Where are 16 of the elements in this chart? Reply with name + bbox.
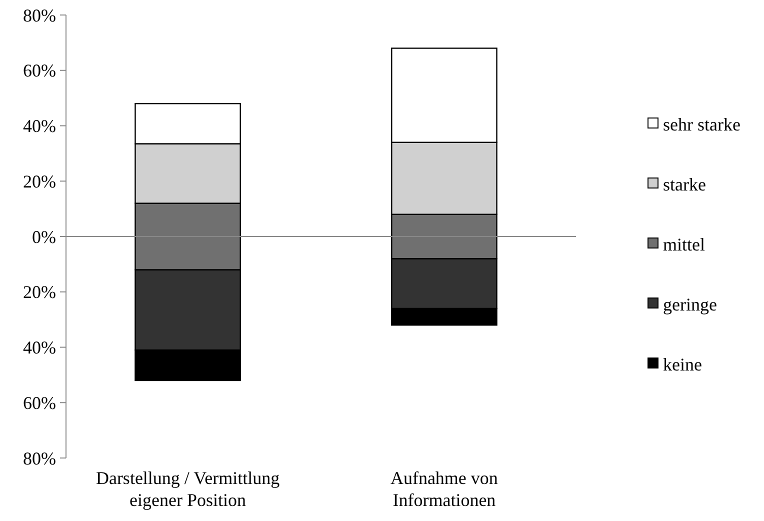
y-tick-label: 0% [32, 226, 56, 247]
legend-label: geringe [663, 294, 717, 314]
legend-label: sehr starke [663, 114, 740, 134]
legend-label: starke [663, 174, 706, 194]
y-tick-label: 60% [23, 392, 56, 413]
y-tick-label: 20% [23, 282, 56, 302]
x-tick-label: Darstellung / Vermittlung eigener Position [96, 468, 280, 510]
legend-label: mittel [663, 234, 705, 254]
x-tick-label: Aufnahme von Informationen [390, 468, 498, 510]
y-tick-label: 20% [23, 171, 56, 192]
y-tick-label: 40% [23, 116, 56, 136]
y-tick-label: 80% [23, 448, 56, 468]
y-tick-label: 60% [23, 60, 56, 81]
y-tick-label: 40% [23, 338, 56, 358]
y-tick-label: 80% [23, 5, 56, 26]
legend-label: keine [663, 354, 702, 374]
